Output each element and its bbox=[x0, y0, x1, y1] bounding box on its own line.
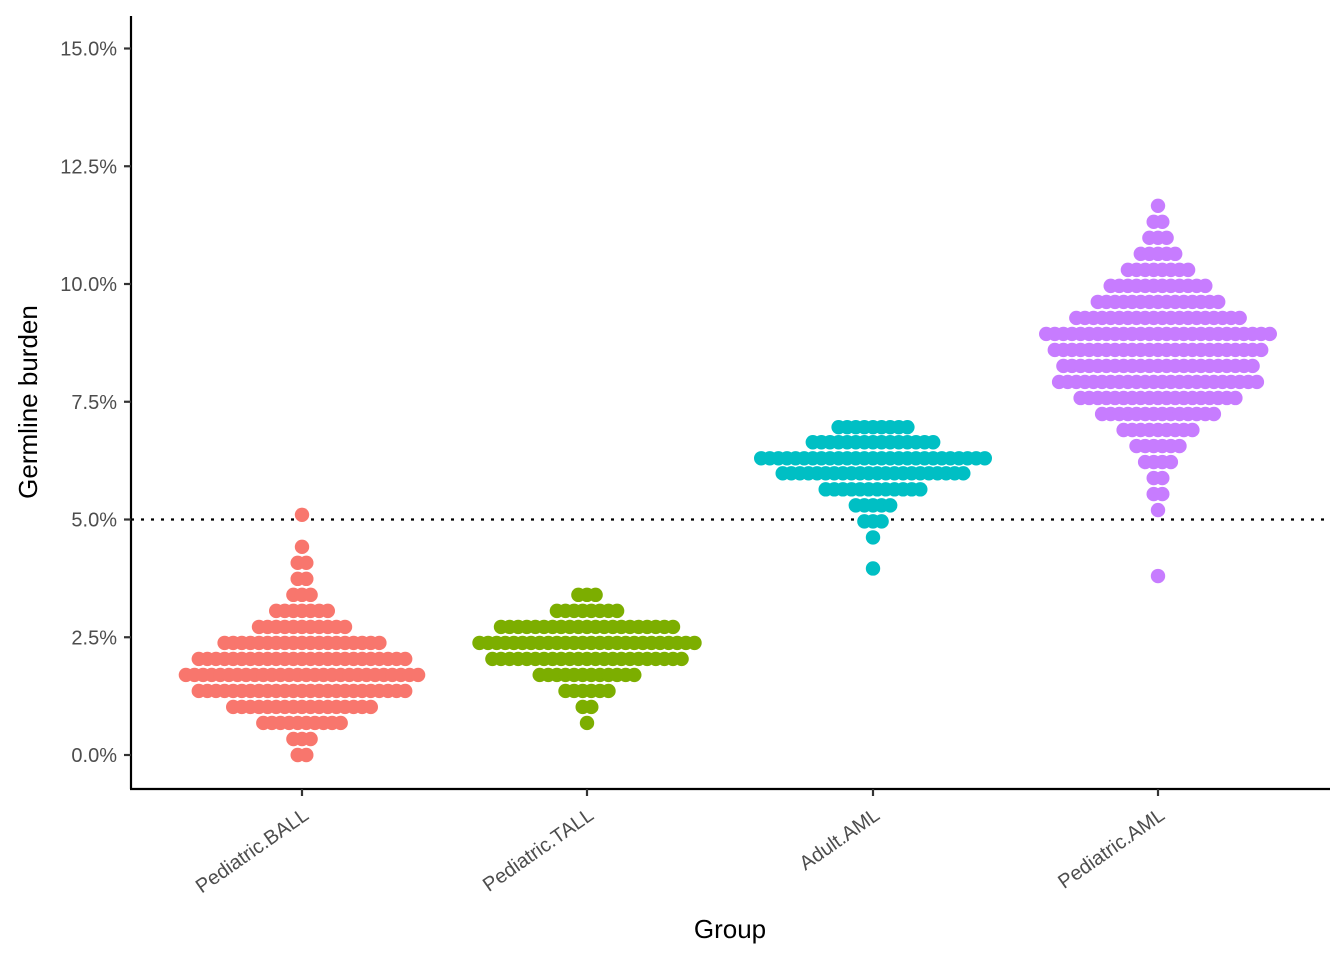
data-dot bbox=[333, 715, 348, 731]
x-tick-label: Pediatric.BALL bbox=[192, 804, 313, 898]
data-dot bbox=[956, 466, 971, 481]
x-tick-label: Adult.AML bbox=[796, 804, 884, 875]
x-tick-label: Pediatric.AML bbox=[1054, 804, 1169, 893]
y-tick-label: 10.0% bbox=[60, 274, 117, 296]
dots-layer bbox=[178, 198, 1278, 763]
data-dot bbox=[1206, 406, 1222, 422]
data-dot bbox=[1155, 486, 1170, 502]
data-dot bbox=[303, 587, 318, 603]
data-dot bbox=[1180, 262, 1196, 278]
y-tick-layer: 0.0% 2.5% 5.0% 7.5% 10.0% 12.5% 15.0% bbox=[60, 39, 131, 767]
data-dot bbox=[299, 747, 314, 763]
data-dot bbox=[398, 651, 413, 667]
data-dot bbox=[1254, 342, 1269, 358]
data-dot bbox=[1150, 568, 1166, 584]
data-dot bbox=[337, 619, 353, 635]
data-dot bbox=[865, 561, 881, 576]
y-axis-title: Germline burden bbox=[13, 305, 43, 499]
data-dot bbox=[1228, 390, 1243, 406]
data-dot bbox=[665, 619, 681, 635]
data-dot bbox=[1198, 278, 1213, 294]
x-tick-layer: Pediatric.BALL Pediatric.TALL Adult.AML Ped… bbox=[192, 789, 1169, 898]
y-tick-label: 7.5% bbox=[71, 392, 117, 414]
x-axis-title: Group bbox=[694, 914, 766, 944]
data-dot bbox=[865, 530, 881, 545]
data-dot bbox=[627, 667, 642, 683]
y-tick-label: 12.5% bbox=[60, 156, 117, 178]
data-dot bbox=[410, 667, 426, 683]
y-tick-label: 15.0% bbox=[60, 39, 117, 61]
data-dot bbox=[1232, 310, 1247, 326]
data-dot bbox=[294, 507, 310, 522]
data-dot bbox=[299, 555, 314, 571]
data-dot bbox=[1262, 326, 1278, 342]
data-dot bbox=[1150, 198, 1166, 214]
data-dot bbox=[1185, 422, 1200, 438]
data-dot bbox=[926, 435, 941, 450]
data-dot bbox=[372, 635, 387, 651]
data-dot bbox=[1155, 214, 1170, 230]
data-dot bbox=[977, 451, 992, 466]
data-dot bbox=[687, 635, 702, 651]
data-dot bbox=[1172, 438, 1187, 454]
data-dot bbox=[398, 683, 413, 699]
y-tick-label: 5.0% bbox=[71, 510, 117, 532]
data-dot bbox=[900, 419, 915, 435]
data-dot bbox=[579, 715, 595, 731]
data-dot bbox=[609, 603, 625, 619]
y-tick-label: 0.0% bbox=[71, 745, 117, 767]
series-group bbox=[472, 587, 702, 731]
series-group bbox=[754, 419, 992, 576]
y-tick-label: 2.5% bbox=[71, 627, 117, 649]
data-dot bbox=[883, 498, 898, 513]
data-dot bbox=[588, 587, 603, 603]
series-group bbox=[178, 507, 426, 763]
data-dot bbox=[294, 539, 310, 555]
data-dot bbox=[584, 699, 599, 715]
data-dot bbox=[601, 683, 616, 699]
x-tick-label: Pediatric.TALL bbox=[479, 804, 598, 896]
data-dot bbox=[299, 571, 314, 587]
data-dot bbox=[1159, 230, 1174, 246]
data-dot bbox=[913, 482, 928, 497]
data-dot bbox=[1211, 294, 1226, 310]
data-dot bbox=[874, 514, 889, 529]
data-dot bbox=[1150, 502, 1166, 518]
data-dot bbox=[320, 603, 335, 619]
data-dot bbox=[674, 651, 689, 667]
data-dot bbox=[1155, 470, 1170, 486]
series-group bbox=[1039, 198, 1278, 584]
data-dot bbox=[1249, 374, 1265, 390]
data-dot bbox=[363, 699, 378, 715]
data-dot bbox=[303, 731, 318, 747]
data-dot bbox=[1245, 358, 1260, 374]
data-dot bbox=[1168, 246, 1183, 262]
data-dot bbox=[1163, 454, 1179, 470]
